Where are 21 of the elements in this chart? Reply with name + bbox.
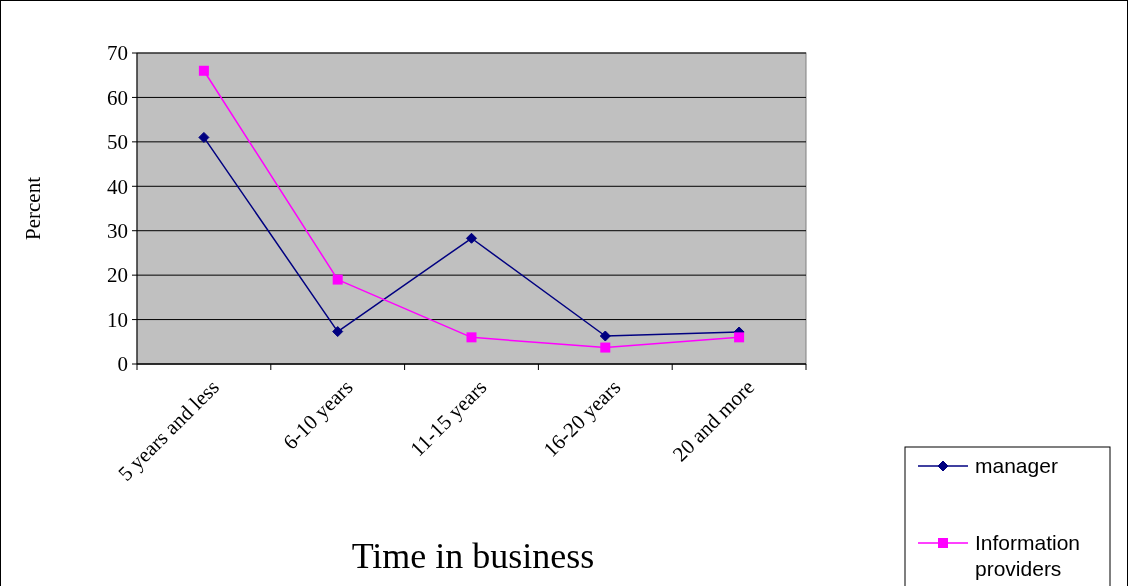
point — [466, 332, 477, 343]
point — [332, 326, 344, 338]
y-axis-title: Percent — [21, 176, 45, 240]
y-tick-label: 60 — [107, 85, 128, 110]
y-tick-label: 30 — [107, 219, 128, 244]
x-axis-title: Time in business — [351, 536, 595, 576]
y-tick-label: 40 — [107, 174, 128, 199]
point — [198, 65, 209, 76]
y-tick-label: 10 — [107, 307, 128, 332]
y-tick-label: 20 — [107, 263, 128, 288]
point — [198, 131, 210, 143]
legend-label: Information providers — [975, 531, 1081, 580]
point — [599, 330, 611, 342]
y-tick-label: 70 — [107, 41, 128, 66]
legend-label: manager — [975, 454, 1058, 478]
y-tick-label: 50 — [107, 130, 128, 155]
point — [734, 332, 745, 343]
point — [600, 342, 611, 353]
point — [332, 274, 343, 285]
point — [466, 232, 477, 244]
y-tick-label: 0 — [117, 352, 128, 377]
